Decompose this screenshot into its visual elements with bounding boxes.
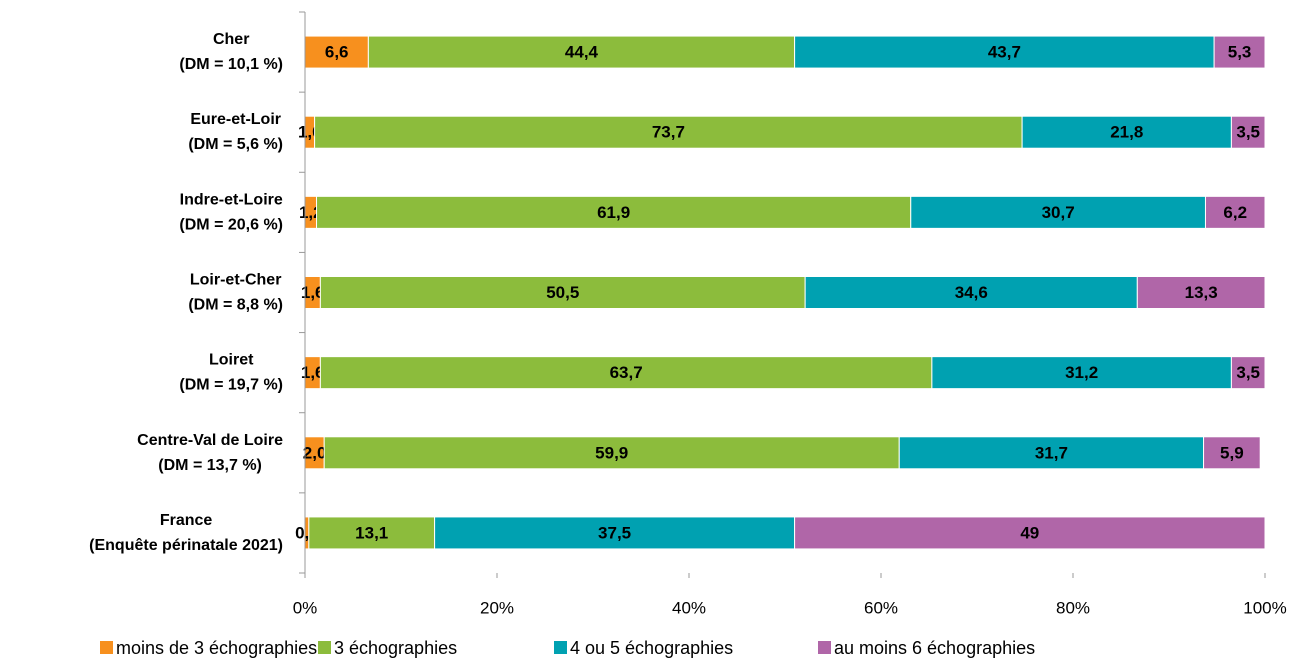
bar-segment bbox=[794, 516, 1266, 550]
data-label: 50,5 bbox=[546, 283, 579, 302]
bar-segment bbox=[434, 516, 796, 550]
data-label: 6,2 bbox=[1223, 203, 1247, 222]
x-tick-label: 80% bbox=[1056, 598, 1090, 617]
data-label: 1,6 bbox=[301, 283, 325, 302]
category-label: Cher (DM = 10,1 %) bbox=[179, 31, 283, 73]
category-line: (DM = 10,1 %) bbox=[179, 56, 283, 73]
bar-segment bbox=[1021, 115, 1232, 149]
bar-segment bbox=[323, 436, 900, 470]
data-label: 31,7 bbox=[1035, 443, 1068, 462]
bar-segment bbox=[1230, 115, 1266, 149]
bar-segment bbox=[314, 115, 1023, 149]
data-label: 30,7 bbox=[1042, 203, 1075, 222]
category-line: Centre-Val de Loire bbox=[137, 432, 283, 449]
bar-segment bbox=[1203, 436, 1261, 470]
bar-segment bbox=[316, 195, 912, 229]
category-label: Loiret (DM = 19,7 %) bbox=[179, 352, 283, 394]
data-label: 6,6 bbox=[325, 43, 349, 62]
category-line: (DM = 20,6 %) bbox=[179, 217, 283, 234]
legend-label: 3 échographies bbox=[334, 638, 457, 658]
category-label: Centre-Val de Loire (DM = 13,7 %) bbox=[137, 432, 283, 474]
bar-segment bbox=[367, 35, 796, 69]
category-line: Loir-et-Cher bbox=[190, 272, 282, 289]
category-line: Loiret bbox=[209, 352, 254, 369]
x-tick-label: 20% bbox=[480, 598, 514, 617]
data-label: 21,8 bbox=[1110, 123, 1143, 142]
category-line: Cher bbox=[213, 31, 249, 48]
category-line: Eure-et-Loir bbox=[190, 111, 281, 128]
data-label: 59,9 bbox=[595, 443, 628, 462]
category-line: (DM = 8,8 %) bbox=[188, 297, 283, 314]
bar-segment bbox=[794, 35, 1215, 69]
x-tick-label: 0% bbox=[293, 598, 318, 617]
data-label: 34,6 bbox=[955, 283, 988, 302]
category-line: France bbox=[160, 512, 213, 529]
data-label: 43,7 bbox=[988, 43, 1021, 62]
data-label: 5,3 bbox=[1228, 43, 1252, 62]
data-label: 73,7 bbox=[652, 123, 685, 142]
data-label: 61,9 bbox=[597, 203, 630, 222]
category-line: (DM = 13,7 %) bbox=[158, 457, 262, 474]
bar-segment bbox=[319, 356, 933, 390]
category-line: (Enquête périnatale 2021) bbox=[89, 537, 283, 554]
category-label: Eure-et-Loir (DM = 5,6 %) bbox=[188, 111, 283, 153]
category-label: France (Enquête périnatale 2021) bbox=[89, 512, 283, 554]
bar-segment bbox=[308, 516, 436, 550]
category-line: (DM = 5,6 %) bbox=[188, 136, 283, 153]
data-label: 13,3 bbox=[1185, 283, 1218, 302]
data-label: 31,2 bbox=[1065, 363, 1098, 382]
legend-swatch bbox=[554, 641, 567, 654]
category-label: Loir-et-Cher (DM = 8,8 %) bbox=[188, 272, 283, 314]
bar-segment bbox=[1204, 195, 1266, 229]
legend-swatch bbox=[100, 641, 113, 654]
x-tick-label: 100% bbox=[1243, 598, 1286, 617]
data-label: 3,5 bbox=[1236, 363, 1260, 382]
category-label: Indre-et-Loire (DM = 20,6 %) bbox=[179, 192, 283, 234]
x-tick-label: 40% bbox=[672, 598, 706, 617]
bar-segment bbox=[1136, 276, 1266, 309]
bar-segment bbox=[304, 35, 369, 69]
bar-segment bbox=[898, 436, 1205, 470]
legend-swatch bbox=[318, 641, 331, 654]
category-line: (DM = 19,7 %) bbox=[179, 377, 283, 394]
x-tick-label: 60% bbox=[864, 598, 898, 617]
data-label: 63,7 bbox=[610, 363, 643, 382]
category-line: Indre-et-Loire bbox=[180, 192, 283, 209]
legend-swatch bbox=[818, 641, 831, 654]
data-label: 1,6 bbox=[301, 363, 325, 382]
legend-label: 4 ou 5 échographies bbox=[570, 638, 733, 658]
legend-label: au moins 6 échographies bbox=[834, 638, 1035, 658]
bar-segment bbox=[1213, 35, 1266, 69]
data-label: 44,4 bbox=[565, 43, 599, 62]
data-label: 13,1 bbox=[355, 523, 388, 542]
data-label: 37,5 bbox=[598, 523, 631, 542]
bar-segment bbox=[804, 276, 1138, 309]
data-label: 3,5 bbox=[1236, 123, 1260, 142]
data-label: 2,0 bbox=[303, 443, 327, 462]
bar-segment bbox=[319, 276, 806, 309]
bar-segment bbox=[1230, 356, 1266, 390]
data-label: 49 bbox=[1020, 523, 1039, 542]
legend-label: moins de 3 échographies bbox=[116, 638, 317, 658]
data-label: 5,9 bbox=[1220, 443, 1244, 462]
